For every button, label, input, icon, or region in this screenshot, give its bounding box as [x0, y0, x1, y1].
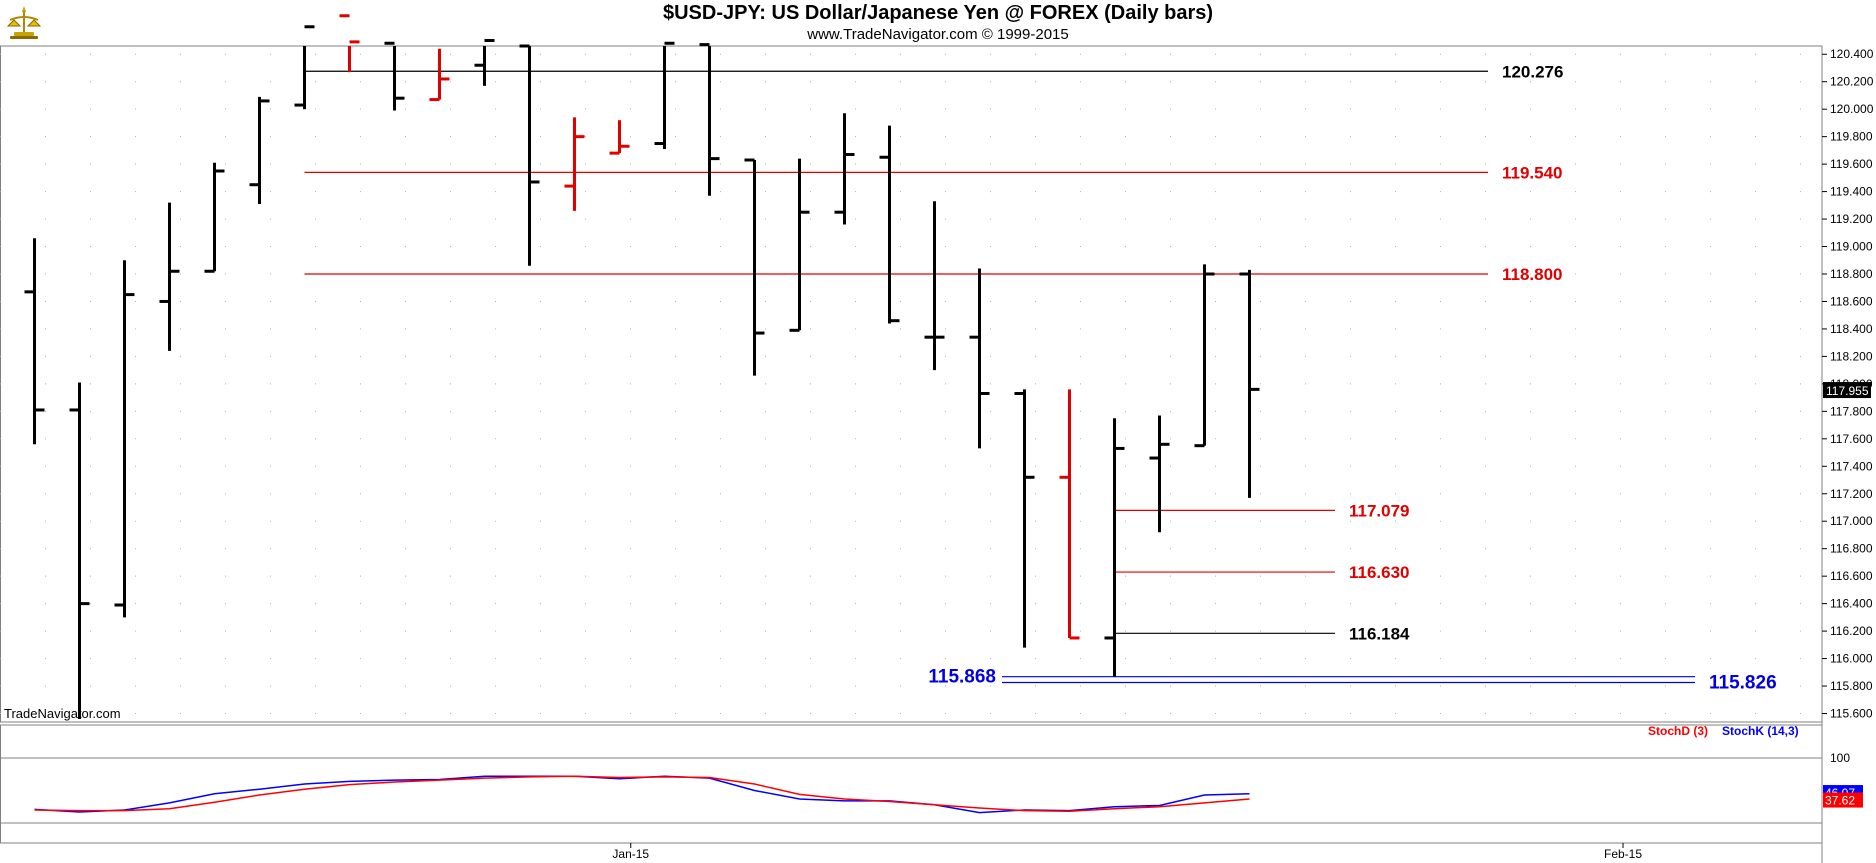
- y-tick-label: 119.200: [1830, 212, 1873, 226]
- stoch-d-value: 37.62: [1825, 794, 1855, 808]
- y-tick-label: 118.400: [1830, 322, 1873, 336]
- y-tick-label: 120.400: [1830, 47, 1874, 61]
- y-tick-label: 117.600: [1830, 432, 1873, 446]
- level-label: 118.800: [1502, 265, 1563, 284]
- level-label: 116.184: [1349, 624, 1410, 643]
- y-tick-label: 118.600: [1830, 294, 1873, 308]
- y-tick-label: 118.200: [1830, 349, 1873, 363]
- stoch-d-tag: [1823, 792, 1863, 808]
- y-tick-label: 120.000: [1830, 102, 1874, 116]
- last-price-label: 117.955: [1826, 384, 1869, 398]
- x-tick-label: Feb-15: [1604, 847, 1642, 861]
- level-label: 115.868: [928, 667, 996, 688]
- y-tick-label: 119.400: [1830, 185, 1873, 199]
- y-tick-label: 117.200: [1830, 487, 1873, 501]
- last-price-tag: [1823, 382, 1871, 399]
- y-tick-label: 118.800: [1830, 267, 1873, 281]
- stoch-legend-d: StochD (3): [1648, 724, 1708, 738]
- y-tick-label: 120.200: [1830, 75, 1874, 89]
- y-tick-label: 117.800: [1830, 404, 1873, 418]
- chart-subtitle: www.TradeNavigator.com © 1999-2015: [807, 26, 1069, 43]
- y-tick-label: 116.000: [1830, 652, 1873, 666]
- level-label: 117.079: [1349, 501, 1410, 520]
- chart-title: $USD-JPY: US Dollar/Japanese Yen @ FOREX…: [662, 2, 1214, 24]
- y-tick-label: 115.600: [1830, 707, 1873, 721]
- y-tick-label: 116.800: [1830, 542, 1873, 556]
- y-tick-label: 119.800: [1830, 130, 1873, 144]
- stoch-legend-k: StochK (14,3): [1722, 724, 1799, 738]
- y-tick-label: 117.400: [1830, 459, 1873, 473]
- x-tick-label: Jan-15: [612, 847, 649, 861]
- y-tick-label: 119.000: [1830, 240, 1873, 254]
- title-bar: $USD-JPY: US Dollar/Japanese Yen @ FOREX…: [0, 0, 1876, 46]
- y-tick-label: 116.400: [1830, 597, 1873, 611]
- level-label: 119.540: [1502, 163, 1563, 182]
- price-panel-frame: [0, 45, 1823, 723]
- watermark: TradeNavigator.com: [4, 706, 121, 721]
- stoch-series-line: [34, 775, 1250, 814]
- y-tick-label: 117.000: [1830, 514, 1873, 528]
- level-label: 116.630: [1349, 563, 1410, 582]
- stochastic-panel-frame: [0, 724, 1823, 844]
- stoch-tick-label: 100: [1830, 751, 1850, 765]
- y-tick-label: 116.600: [1830, 569, 1873, 583]
- y-tick-label: 115.800: [1830, 679, 1873, 693]
- stoch-series-line: [34, 775, 1250, 813]
- level-label: 115.826: [1709, 672, 1777, 693]
- level-label: 120.276: [1502, 62, 1563, 81]
- trade-navigator-logo-icon: [4, 2, 44, 42]
- y-tick-label: 116.200: [1830, 624, 1873, 638]
- y-tick-label: 119.600: [1830, 157, 1873, 171]
